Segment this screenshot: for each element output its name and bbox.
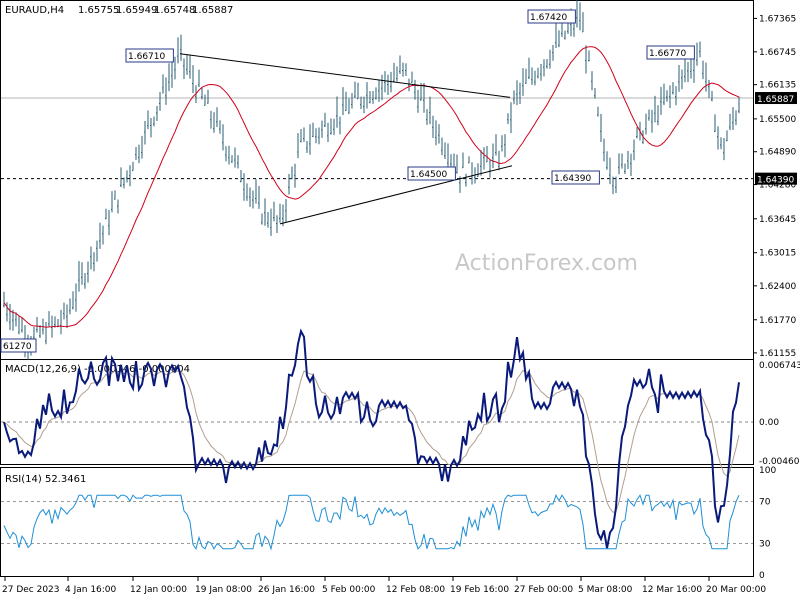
y-tick-label: 1.65500 xyxy=(759,115,796,125)
y-tick-label: 1.67365 xyxy=(759,14,796,24)
y-tick-label: 1.62400 xyxy=(759,282,796,292)
macd-y-tick-label: 0.00 xyxy=(759,418,779,428)
rsi-y-tick-label: 30 xyxy=(759,540,771,550)
rsi-y-tick-label: 100 xyxy=(759,466,776,476)
price-annotation-box xyxy=(646,45,695,60)
support-price-tag-box xyxy=(755,172,797,185)
triangle-trendlines xyxy=(179,53,513,225)
price-annotation: 1.67420 xyxy=(530,13,567,23)
x-tick-label: 4 Jan 16:00 xyxy=(65,585,117,595)
price-annotation: 1.66710 xyxy=(128,52,165,62)
x-tick-label: 5 Feb 00:00 xyxy=(322,585,376,595)
price-annotation-box xyxy=(0,338,37,353)
x-tick-label: 12 Feb 08:00 xyxy=(386,585,445,595)
x-tick-label: 12 Mar 16:00 xyxy=(642,585,702,595)
moving-average-line xyxy=(3,46,740,328)
price-annotation: 1.64500 xyxy=(410,170,447,180)
macd-plot-frame xyxy=(0,359,754,465)
price-annotation-box xyxy=(527,9,576,24)
macd-signal-line xyxy=(3,369,740,513)
x-tick-label: 20 Mar 00:00 xyxy=(706,585,766,595)
price-annotation: 1.64390 xyxy=(554,174,591,184)
price-bars xyxy=(3,0,740,361)
price-annotation-box xyxy=(125,48,174,63)
ohlc-low: 1.65748 xyxy=(154,5,195,16)
lower-trendline xyxy=(279,165,513,225)
y-tick-label: 1.64280 xyxy=(759,181,796,191)
ohlc-high: 1.65949 xyxy=(116,5,157,16)
main-plot-frame xyxy=(0,0,754,360)
rsi-y-tick-label: 0 xyxy=(759,571,765,581)
ohlc-open: 1.65755 xyxy=(78,5,119,16)
rsi-line xyxy=(3,493,740,551)
x-tick-label: 19 Jan 08:00 xyxy=(195,585,252,595)
watermark: ActionForex.com xyxy=(455,251,638,276)
macd-line xyxy=(3,328,740,549)
y-tick-label: 1.63015 xyxy=(759,249,796,259)
support-price-tag: 1.64390 xyxy=(757,176,794,186)
macd-y-tick-label: -0.004603 xyxy=(759,457,800,467)
last-price-tag-box xyxy=(755,92,797,105)
price-annotation-box xyxy=(551,170,600,185)
y-tick-label: 1.66745 xyxy=(759,48,796,58)
ohlc-close: 1.65887 xyxy=(192,5,233,16)
price-annotation: 61270 xyxy=(3,342,32,352)
x-tick-label: 27 Feb 00:00 xyxy=(514,585,573,595)
x-tick-label: 12 Jan 00:00 xyxy=(130,585,187,595)
x-tick-label: 27 Dec 2023 xyxy=(2,585,60,595)
price-annotation-box xyxy=(407,166,456,181)
rsi-label: RSI(14) 52.3461 xyxy=(5,474,86,485)
rsi-plot-frame xyxy=(0,467,754,577)
price-annotation: 1.66770 xyxy=(649,49,686,59)
rsi-y-tick-label: 70 xyxy=(759,498,771,508)
macd-label: MACD(12,26,9) -0.000146 -0.000804 xyxy=(5,364,190,375)
y-tick-label: 1.64890 xyxy=(759,148,796,158)
x-tick-label: 26 Jan 16:00 xyxy=(258,585,315,595)
upper-trendline xyxy=(179,53,511,98)
y-tick-label: 1.66135 xyxy=(759,81,796,91)
y-tick-label: 1.61155 xyxy=(759,349,796,359)
symbol-label: EURAUD,H4 xyxy=(5,5,64,16)
macd-y-tick-label: 0.006743 xyxy=(759,361,800,371)
y-tick-label: 1.61770 xyxy=(759,316,796,326)
y-tick-label: 1.63645 xyxy=(759,215,796,225)
x-tick-label: 19 Feb 16:00 xyxy=(450,585,509,595)
last-price-tag: 1.65887 xyxy=(757,95,794,105)
x-tick-label: 5 Mar 08:00 xyxy=(578,585,633,595)
